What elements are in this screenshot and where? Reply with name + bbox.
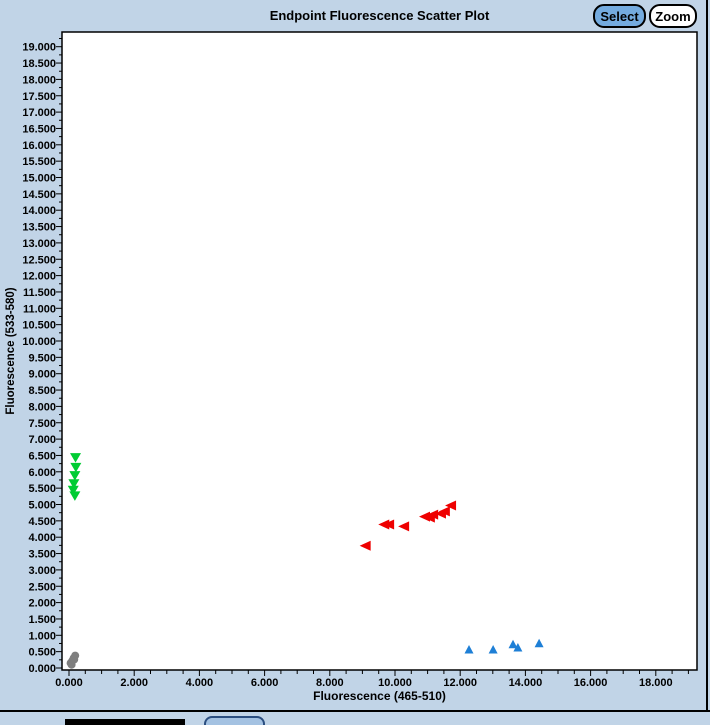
y-tick-label: 12.000: [22, 271, 56, 283]
x-tick-label: 12.000: [443, 677, 477, 689]
data-point[interactable]: [67, 485, 79, 496]
y-tick-label: 8.500: [28, 385, 56, 397]
y-tick-label: 8.000: [28, 401, 56, 413]
series-red-samples: [359, 500, 457, 551]
y-tick-labels: 0.000 0.500 1.000 1.500 2.000 2.500 3.000 3.500…: [22, 42, 56, 675]
y-tick-label: 9.000: [28, 369, 56, 381]
series-green-samples: [67, 453, 82, 501]
x-tick-label: 0.000: [55, 677, 83, 689]
data-point[interactable]: [464, 645, 474, 654]
y-tick-label: 18.000: [22, 74, 56, 86]
y-tick-label: 13.000: [22, 238, 56, 250]
data-point[interactable]: [359, 540, 371, 551]
y-tick-label: 16.500: [22, 123, 56, 135]
x-axis-title: Fluorescence (465-510): [313, 689, 446, 703]
y-tick-label: 3.500: [28, 549, 56, 561]
y-tick-label: 2.000: [28, 598, 56, 610]
series-gray-samples: [66, 651, 80, 669]
data-point[interactable]: [398, 521, 410, 532]
y-tick-label: 7.000: [28, 434, 56, 446]
y-tick-label: 16.000: [22, 140, 56, 152]
y-tick-label: 11.000: [23, 303, 56, 315]
select-button[interactable]: Select: [593, 4, 646, 28]
data-point[interactable]: [70, 655, 79, 664]
y-tick-label: 18.500: [22, 58, 56, 70]
y-tick-label: 0.000: [28, 663, 56, 675]
y-axis-ticks: [56, 38, 62, 669]
zoom-button[interactable]: Zoom: [649, 4, 697, 28]
y-tick-label: 17.500: [22, 91, 56, 103]
partial-button-cutoff[interactable]: [204, 716, 265, 725]
partial-control-cutoff: [65, 719, 185, 725]
y-tick-label: 15.500: [22, 156, 56, 168]
y-tick-label: 7.500: [28, 418, 56, 430]
y-tick-label: 5.000: [28, 500, 56, 512]
panel-right-border: [706, 0, 708, 712]
series-blue-samples: [464, 638, 544, 654]
data-point[interactable]: [445, 500, 457, 511]
y-tick-label: 9.500: [28, 352, 56, 364]
y-tick-label: 12.500: [22, 254, 56, 266]
y-tick-label: 13.500: [22, 222, 56, 234]
y-tick-label: 10.000: [22, 336, 56, 348]
y-tick-label: 4.500: [28, 516, 56, 528]
x-tick-label: 10.000: [378, 677, 412, 689]
data-point[interactable]: [508, 639, 518, 649]
y-tick-label: 6.500: [28, 450, 56, 462]
data-point[interactable]: [70, 453, 82, 463]
x-tick-label: 4.000: [186, 677, 214, 689]
y-tick-label: 1.000: [28, 630, 56, 642]
x-tick-label: 2.000: [120, 677, 148, 689]
x-tick-label: 18.000: [639, 677, 673, 689]
x-tick-label: 8.000: [316, 677, 344, 689]
y-tick-label: 4.000: [28, 532, 56, 544]
y-tick-label: 1.500: [28, 614, 56, 626]
plot-title: Endpoint Fluorescence Scatter Plot: [269, 8, 490, 23]
plot-area[interactable]: [61, 31, 698, 671]
y-tick-label: 10.500: [22, 320, 56, 332]
y-tick-label: 6.000: [28, 467, 56, 479]
data-point[interactable]: [69, 471, 81, 481]
data-point[interactable]: [68, 479, 80, 489]
data-point[interactable]: [427, 509, 439, 520]
y-tick-label: 3.000: [28, 565, 56, 577]
y-tick-label: 0.500: [28, 647, 56, 659]
data-point[interactable]: [438, 506, 450, 517]
x-tick-label: 14.000: [509, 677, 543, 689]
y-tick-label: 14.000: [22, 205, 56, 217]
data-point[interactable]: [534, 638, 544, 648]
data-point[interactable]: [69, 491, 81, 501]
data-point[interactable]: [383, 519, 395, 530]
data-point[interactable]: [488, 645, 498, 654]
y-tick-label: 5.500: [28, 483, 56, 495]
y-tick-label: 14.500: [22, 189, 56, 201]
data-point[interactable]: [513, 643, 523, 652]
y-axis-title: Fluorescence (533-580): [5, 287, 17, 415]
y-tick-label: 15.000: [22, 173, 56, 185]
x-tick-label: 6.000: [251, 677, 279, 689]
x-tick-label: 16.000: [574, 677, 608, 689]
y-tick-label: 17.000: [22, 107, 56, 119]
panel-bottom-border: [0, 710, 710, 712]
data-point[interactable]: [70, 462, 82, 473]
x-axis-ticks: [68, 670, 689, 676]
y-tick-label: 11.500: [23, 287, 56, 299]
y-tick-label: 19.000: [22, 42, 56, 54]
y-tick-label: 2.500: [28, 581, 56, 593]
x-tick-labels: 0.000 2.000 4.000 6.000 8.000 10.000 12.000 14.…: [55, 677, 672, 689]
